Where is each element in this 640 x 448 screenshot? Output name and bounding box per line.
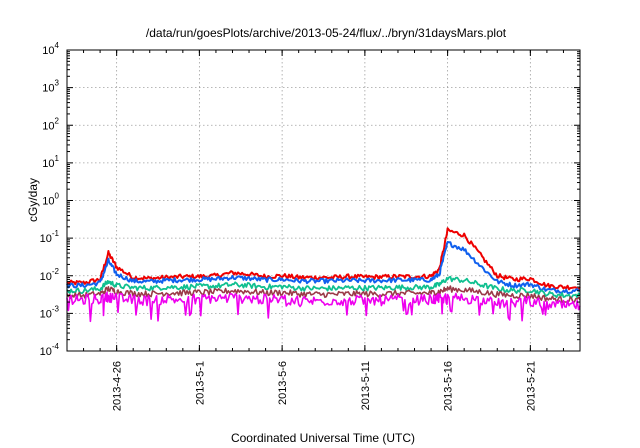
y-tick-label: 10-1 [40,229,60,245]
y-tick-base: 10 [42,45,54,57]
x-tick-label: 2013-5-1 [194,361,206,405]
y-tick-base: 10 [40,271,52,283]
x-tick-label: 2013-5-11 [360,361,372,410]
y-tick-exponent: -3 [52,304,60,313]
y-tick-exponent: 1 [55,154,60,163]
x-axis-label: Coordinated Universal Time (UTC) [231,431,415,445]
y-tick-label: 10-2 [40,267,60,283]
x-tick-label: 2013-5-6 [277,361,289,405]
y-tick-label: 100 [42,192,59,208]
series-line-1 [66,227,581,291]
y-tick-exponent: -1 [52,229,60,238]
y-axis-label: cGy/day [26,178,40,222]
y-tick-base: 10 [42,120,54,132]
y-tick-exponent: -2 [52,267,60,276]
y-tick-base: 10 [40,233,52,245]
chart-title: /data/run/goesPlots/archive/2013-05-24/f… [146,26,507,40]
y-tick-label: 10-3 [40,304,60,320]
x-tick-label: 2013-5-21 [525,361,537,411]
y-tick-exponent: 3 [55,79,60,88]
y-tick-base: 10 [40,346,52,358]
y-tick-exponent: 2 [55,116,60,125]
y-tick-base: 10 [42,158,54,170]
y-tick-label: 104 [42,41,59,57]
series-line-2 [66,241,580,294]
series-line-3 [66,275,581,299]
tick-layer [66,49,581,352]
label-layer: 10-410-310-210-11001011021031042013-4-26… [40,41,538,411]
y-tick-base: 10 [42,83,54,95]
x-tick-label: 2013-5-16 [443,361,455,411]
series-line-5 [66,291,581,323]
y-tick-label: 101 [42,154,59,170]
y-tick-base: 10 [42,196,54,208]
y-tick-label: 10-4 [40,342,60,358]
series-layer [66,227,581,323]
series-line-4 [66,285,581,304]
y-tick-label: 103 [42,79,59,95]
x-tick-label: 2013-4-26 [112,361,124,411]
y-tick-exponent: 4 [55,41,60,50]
y-tick-label: 102 [42,116,59,132]
grid-layer [67,50,580,351]
y-tick-base: 10 [40,308,52,320]
y-tick-exponent: -4 [52,342,60,351]
y-tick-exponent: 0 [55,192,60,201]
